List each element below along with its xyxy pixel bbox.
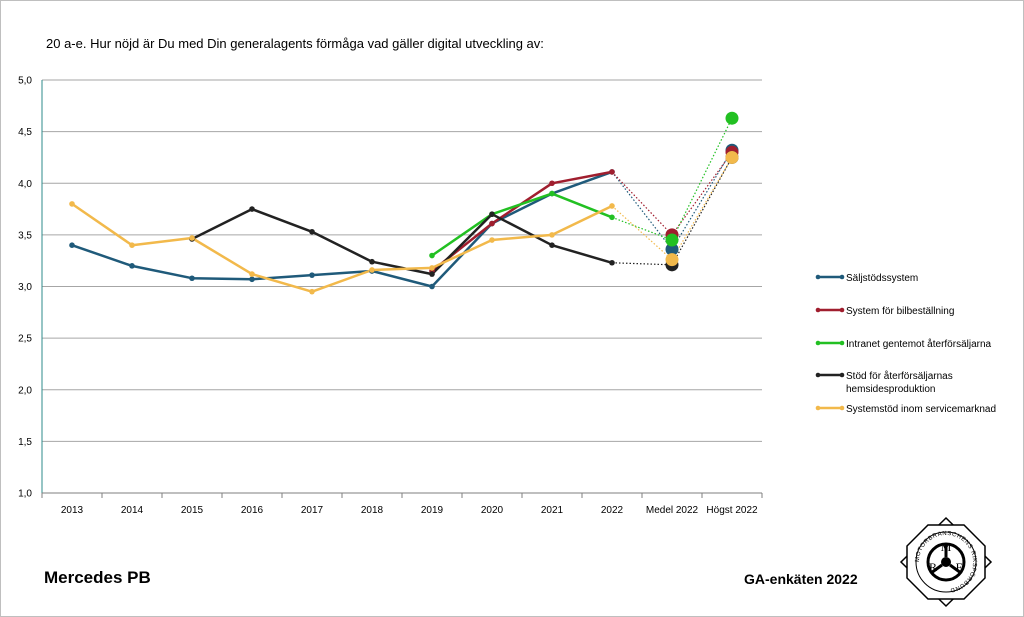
data-point: [489, 211, 495, 218]
legend-label: Säljstödssystem: [846, 273, 918, 284]
dotted-connector: [611, 151, 733, 236]
medel-point: [665, 242, 679, 256]
data-point: [489, 220, 495, 227]
data-point: [129, 242, 135, 248]
brand-name: Mercedes PB: [44, 568, 151, 587]
data-point: [429, 252, 435, 259]
legend-marker: [815, 274, 821, 280]
data-point: [69, 201, 75, 207]
series-lines: [71, 117, 733, 293]
series-line: [71, 170, 613, 288]
legend-label: System för bilbeställning: [846, 306, 954, 317]
series-line: [431, 192, 613, 257]
x-tick-label: 2020: [481, 505, 504, 516]
gridlines: [42, 79, 762, 442]
data-point: [489, 237, 495, 243]
data-point: [429, 265, 435, 271]
data-point: [429, 271, 435, 277]
data-point: [309, 272, 315, 278]
data-point: [609, 214, 615, 221]
series-line: [71, 202, 613, 293]
svg-text:F: F: [956, 560, 963, 574]
x-tick-label: Högst 2022: [706, 505, 758, 516]
legend-marker: [815, 405, 821, 411]
y-tick-label: 3,5: [18, 230, 32, 241]
legend-marker: [839, 307, 845, 313]
mrf-logo: M R F MOTORBRANSCHENS RIKSFÖRBUND: [899, 516, 993, 608]
legend-marker: [815, 340, 821, 346]
y-tick-label: 4,5: [18, 127, 32, 138]
data-point: [549, 232, 555, 238]
data-point: [309, 228, 315, 235]
y-tick-label: 5,0: [18, 76, 32, 87]
legend-marker: [815, 372, 821, 378]
survey-name: GA-enkäten 2022: [744, 571, 858, 587]
legend-marker: [815, 307, 821, 313]
data-point: [609, 169, 615, 175]
x-tick-label: 2018: [361, 505, 384, 516]
series-points: [69, 111, 739, 295]
x-tick-label: 2017: [301, 505, 324, 516]
legend-marker: [839, 340, 845, 346]
legend: Säljstödssystem System för bilbeställning…: [815, 273, 996, 415]
x-tick-label: 2019: [421, 505, 444, 516]
data-point: [309, 288, 315, 295]
medel-point: [665, 233, 679, 247]
legend-marker: [839, 372, 845, 378]
svg-text:R: R: [929, 560, 937, 574]
data-point: [369, 267, 375, 273]
chart-title: 20 a-e. Hur nöjd är Du med Din generalag…: [46, 36, 544, 51]
legend-label: Intranet gentemot återförsäljarna: [846, 338, 992, 350]
x-tick-label: Medel 2022: [646, 505, 699, 516]
data-point: [69, 242, 75, 248]
x-tick-label: 2015: [181, 505, 204, 516]
series-line: [191, 207, 613, 276]
data-point: [609, 203, 615, 209]
data-point: [609, 259, 615, 266]
data-point: [249, 206, 255, 212]
x-tick-label: 2022: [601, 505, 624, 516]
y-tick-label: 1,0: [18, 489, 32, 500]
data-point: [129, 263, 135, 269]
dotted-connector: [611, 149, 733, 251]
y-tick-label: 2,0: [18, 385, 32, 396]
data-point: [249, 276, 255, 283]
x-tick-label: 2013: [61, 505, 84, 516]
hogst-point: [725, 111, 739, 125]
y-tick-label: 4,0: [18, 179, 32, 190]
x-tick-label: 2016: [241, 505, 264, 516]
y-tick-label: 3,0: [18, 282, 32, 293]
data-point: [249, 271, 255, 277]
legend-label: Systemstöd inom servicemarknad: [846, 404, 996, 415]
legend-label: Stöd för återförsäljarnas hemsidesprodukt…: [846, 370, 953, 395]
y-tick-label: 2,5: [18, 334, 32, 345]
legend-marker: [839, 405, 845, 411]
data-point: [429, 283, 435, 290]
data-point: [189, 235, 195, 241]
svg-text:M: M: [941, 540, 952, 554]
data-point: [549, 190, 555, 197]
medel-point: [665, 253, 679, 267]
data-point: [549, 242, 555, 248]
data-point: [369, 258, 375, 265]
x-tick-label: 2021: [541, 505, 564, 516]
data-point: [549, 180, 555, 187]
hogst-point: [725, 150, 739, 164]
x-tick-label: 2014: [121, 505, 144, 516]
data-point: [189, 275, 195, 282]
tick-labels: 1,0 1,5 2,0 2,5 3,0 3,5 4,0 4,5 5,0 2013 2014 2015 2…: [18, 76, 758, 517]
y-tick-label: 1,5: [18, 437, 32, 448]
legend-marker: [839, 274, 845, 280]
axes: [41, 80, 763, 498]
